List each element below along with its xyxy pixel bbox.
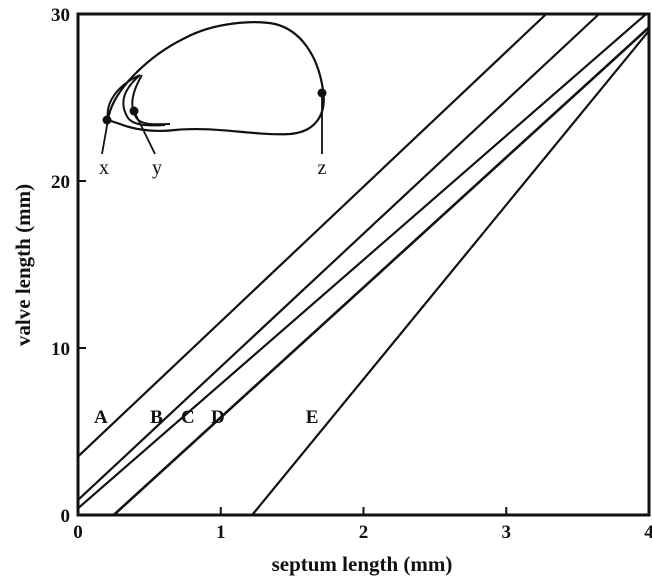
x-tick-label: 0 [73,522,83,543]
series-lines [77,13,650,516]
point-z [317,88,327,98]
series-label-a: A [94,407,108,428]
series-line-d [112,26,650,516]
y-tick-label: 20 [51,172,70,193]
series-line-c [77,13,647,510]
series-line-b [77,13,600,501]
valve-outline-inner-3 [106,74,141,121]
pointer-y [133,110,156,155]
valve-outline-inner-1 [122,74,166,127]
series-line-e [251,30,650,516]
x-axis-title: septum length (mm) [272,552,453,576]
point-y [129,106,139,116]
x-tick-label: 2 [359,522,369,543]
valve-outline-inset: x y z [99,21,327,179]
series-label-b: B [150,407,163,428]
x-tick-label: 3 [502,522,512,543]
inset-label-y: y [152,157,162,179]
point-x [102,115,112,125]
y-tick-label: 0 [61,506,71,527]
series-label-d: D [211,407,225,428]
pointer-x [101,119,109,155]
x-axis-ticks: 0 1 2 3 4 [73,507,652,543]
inset-label-x: x [99,157,109,179]
y-axis-ticks: 0 10 20 30 [51,5,86,527]
series-line-a [77,13,547,458]
x-tick-label: 4 [644,522,652,543]
y-axis-title: valve length (mm) [11,184,35,346]
plot-frame [76,12,651,517]
y-tick-label: 30 [51,5,70,26]
series-label-e: E [306,407,319,428]
x-tick-label: 1 [216,522,226,543]
y-tick-label: 10 [51,339,70,360]
series-label-c: C [181,407,195,428]
inset-label-z: z [318,157,327,179]
